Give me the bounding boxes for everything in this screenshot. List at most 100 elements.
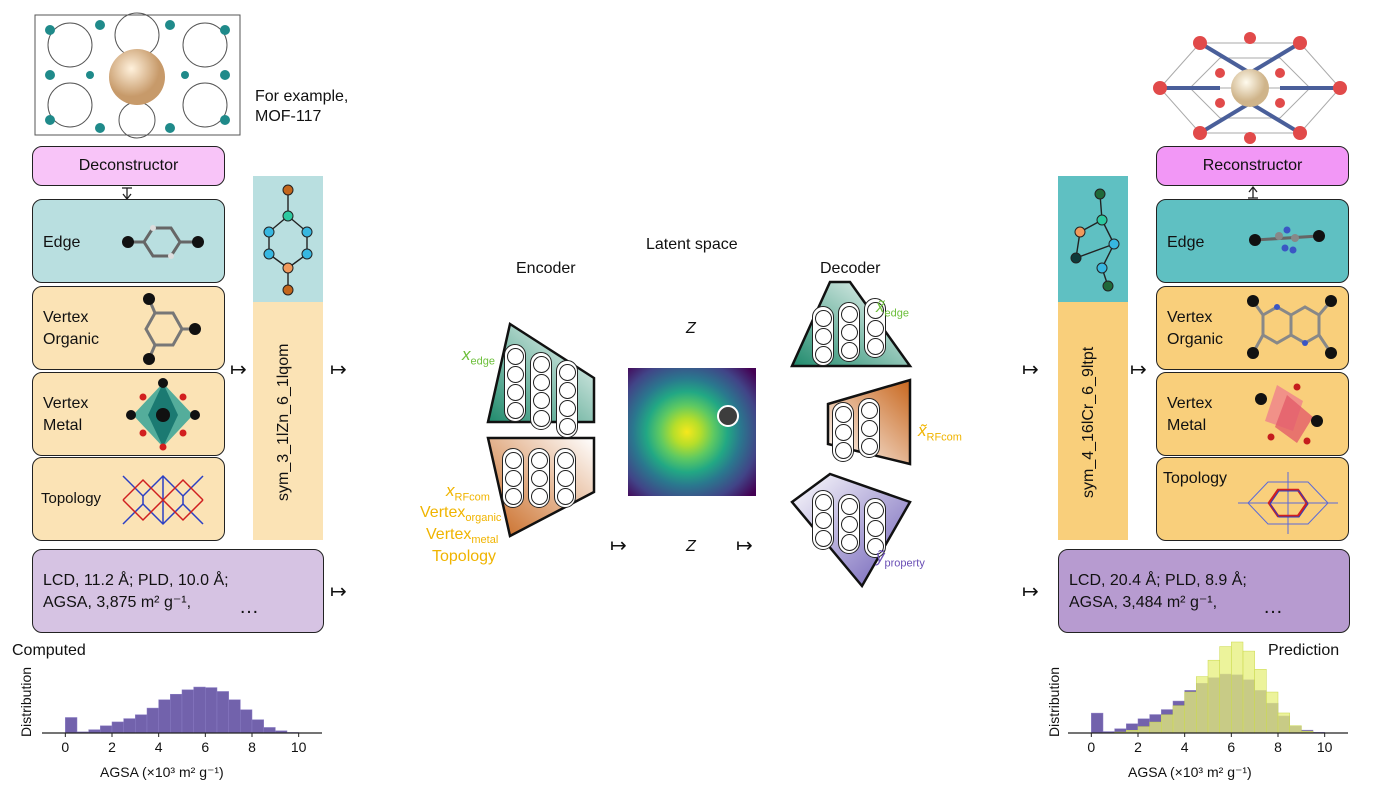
right-hist-bar [1149,721,1162,734]
yt-subscript: property [884,557,925,570]
right-hist-title: Prediction [1268,642,1340,659]
left-edge-label: Edge [43,234,81,251]
left-vertex-organic-label-2: Organic [43,331,100,348]
right-topology-label: Topology [1163,470,1228,487]
left-vertex-metal-label-1: Vertex [43,395,89,412]
right-hist-bar [1277,712,1290,734]
left-props-line1: LCD, 11.2 Å; PLD, 10.0 Å; [43,572,229,589]
xt-rfcom-label: x̃RFcom [918,420,962,448]
left-arrow-to-encoder: ↦ [330,359,347,381]
decoder-property-column [864,498,886,558]
x-rfcom-subscript: RFcom [454,491,490,504]
reconstructor-arrow [1248,185,1258,199]
encoder-rfcom-node [557,470,574,487]
decoder-rfcom-column [832,402,854,462]
left-hist-bar [251,719,264,734]
decoder-property-node [867,538,884,555]
encoder-edge-node [559,400,576,417]
yt-property-label: ỹproperty [876,546,925,574]
left-props-arrow: ↦ [330,581,347,603]
left-hist-bar [263,727,276,734]
predicted-mof-structure-image [1153,32,1347,144]
left-hist-xlabel: AGSA (×10³ m² g⁻¹) [100,764,224,780]
right-sym-label: sym_4_16lCr_6_9ltpt [1080,346,1097,498]
right-hist-bar [1207,659,1220,734]
right-props-line2: AGSA, 3,484 m² g⁻¹, [1069,594,1218,611]
decoder-edge-node [815,346,832,363]
left-props-ellipsis: … [239,596,259,618]
right-hist-bar [1137,726,1150,734]
decoder-edge-column [838,302,860,362]
predicted-metal-cluster-icon [1255,383,1323,445]
right-hist-bar [1231,641,1244,734]
z-top-label: Z [686,320,696,337]
left-hist-bar [135,714,148,734]
left-hist-tick-label: 2 [108,739,116,755]
x-edge-symbol: x [462,345,471,364]
left-props-line2: AGSA, 3,875 m² g⁻¹, [43,594,192,611]
left-hist-ylabel: Distribution [18,666,34,738]
decoder-edge-column [864,298,886,358]
right-props-ellipsis: … [1263,596,1283,618]
edge-molecule-icon [122,225,204,259]
encoder-rfcom-node [505,470,522,487]
right-hist-bar [1172,705,1185,734]
encoder-rfcom-node [557,488,574,505]
yt-symbol: ỹ [876,547,885,566]
encoder-rfcom-node [531,452,548,469]
left-hist-bar [228,699,241,734]
right-vertex-metal-label-2: Metal [1167,417,1207,434]
left-histogram [42,686,322,737]
left-hist-bar [158,699,171,734]
encoder-rfcom-node [531,470,548,487]
x-rfcom-label: xRFcom [446,480,490,508]
left-vertex-metal-label-2: Metal [43,417,83,434]
encoder-rfcom-node [557,452,574,469]
encoder-rfcom-column [528,448,550,508]
encoder-rfcom-node [531,488,548,505]
vertex-metal-input-subscript: metal [471,534,499,547]
latent-space-title: Latent space [646,236,738,253]
decoder-rfcom-node [861,420,878,437]
arrow-from-z: ↦ [736,535,753,557]
decoder-property-node [815,512,832,529]
encoder-edge-node [507,402,524,419]
right-hist-ylabel: Distribution [1046,666,1062,738]
decoder-property-node [867,502,884,519]
left-hist-tick-label: 4 [154,739,163,755]
left-hist-bar [216,691,229,734]
left-hist-bar [240,709,253,734]
left-vertex-organic-label-1: Vertex [43,309,89,326]
organic-vertex-molecule-icon [143,293,201,365]
encoder-edge-node [559,364,576,381]
decoder-edge-node [815,310,832,327]
x-rfcom-symbol: x [446,481,455,500]
arrow-to-z: ↦ [610,535,627,557]
deconstructor-arrow [122,187,132,201]
encoder-edge-node [533,410,550,427]
decoder-title: Decoder [820,260,881,277]
right-hist-bar [1266,691,1279,734]
right-hist-tick-label: 10 [1316,739,1333,755]
right-vertex-metal-label-1: Vertex [1167,395,1213,412]
right-hist-bar [1184,691,1197,734]
encoder-edge-column [556,360,578,438]
encoder-edge-node [533,392,550,409]
right-hist-tick-label: 8 [1274,739,1282,755]
left-hist-bar [170,693,183,734]
example-caption-line1: For example, [255,88,349,105]
right-sym-label-panel: sym_4_16lCr_6_9ltpt [1058,302,1128,540]
decoder-edge-column [812,306,834,366]
right-hist-bar [1161,714,1174,734]
xt-rfcom-subscript: RFcom [926,431,962,444]
right-graph-icon [1070,188,1120,292]
decoder-edge-node [867,320,884,337]
right-hist-tick-label: 2 [1134,739,1142,755]
encoder-rfcom-node [505,452,522,469]
right-hist-bar [1091,712,1104,734]
right-hist-tick-label: 0 [1087,739,1096,755]
right-hist-bar [1196,676,1209,734]
topology-net-icon [122,474,204,526]
encoder-edge-node [559,382,576,399]
z-bottom-label: Z [686,538,696,555]
